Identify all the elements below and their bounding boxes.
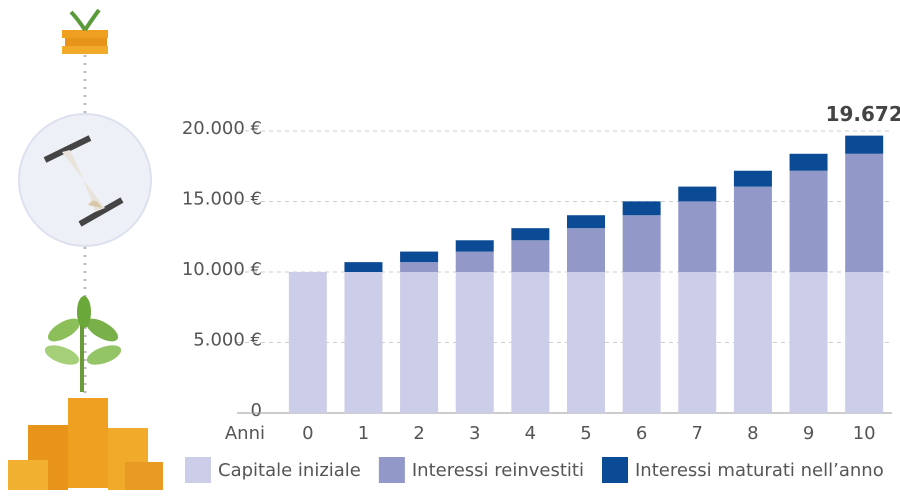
x-tick-label: 5 xyxy=(580,423,591,444)
bar-segment xyxy=(511,272,550,413)
bar-segment xyxy=(567,215,605,229)
legend-swatch xyxy=(378,457,405,483)
bar-segment xyxy=(344,272,383,413)
bar-segment xyxy=(400,251,439,263)
x-tick-label: 2 xyxy=(413,423,424,444)
x-axis-label: Anni xyxy=(225,423,265,444)
x-tick-label: 4 xyxy=(525,423,536,444)
bar-segment xyxy=(845,153,884,272)
legend-label: Interessi reinvestiti xyxy=(412,460,584,481)
legend-label: Capitale iniziale xyxy=(218,460,361,481)
bar-segment xyxy=(622,201,661,216)
bar-segment xyxy=(789,170,828,272)
bar-segment xyxy=(789,153,828,171)
y-tick-label: 15.000 € xyxy=(182,189,262,210)
bar-segment xyxy=(511,228,550,241)
bar-segment xyxy=(455,240,494,252)
legend-label: Interessi maturati nell’anno xyxy=(635,460,884,481)
bar-segment xyxy=(845,272,884,413)
bar-segment xyxy=(845,135,884,154)
bar-segment xyxy=(344,262,383,272)
x-tick-label: 0 xyxy=(302,423,313,444)
bar-segment xyxy=(678,272,717,413)
y-tick-label: 0 xyxy=(251,400,262,421)
legend-swatch xyxy=(602,457,628,483)
illustration xyxy=(8,8,163,490)
x-tick-label: 6 xyxy=(636,423,647,444)
y-tick-label: 5.000 € xyxy=(193,330,262,351)
bar-segment xyxy=(288,272,327,413)
bar-segment xyxy=(567,272,605,413)
x-tick-label: 8 xyxy=(747,423,758,444)
y-tick-label: 20.000 € xyxy=(182,118,262,139)
x-tick-label: 10 xyxy=(853,423,876,444)
bar-segment xyxy=(789,272,828,413)
bar-segment xyxy=(455,251,494,272)
x-tick-label: 3 xyxy=(469,423,480,444)
bar-segment xyxy=(455,272,494,413)
bar-segment xyxy=(733,272,772,413)
bar-segment xyxy=(400,262,439,272)
bar-segment xyxy=(511,240,550,272)
bar-segment xyxy=(622,215,661,272)
total-annotation: 19.672 xyxy=(826,102,900,126)
bar-segment xyxy=(678,201,717,272)
bar-segment xyxy=(567,228,605,272)
bar-segment xyxy=(678,186,717,202)
x-tick-label: 7 xyxy=(692,423,703,444)
bar-segment xyxy=(622,272,661,413)
y-tick-label: 10.000 € xyxy=(182,259,262,280)
bar-segment xyxy=(733,170,772,187)
bar-segment xyxy=(733,186,772,272)
x-tick-label: 9 xyxy=(803,423,814,444)
x-tick-label: 1 xyxy=(358,423,369,444)
legend-swatch xyxy=(185,457,211,483)
bar-segment xyxy=(400,272,439,413)
